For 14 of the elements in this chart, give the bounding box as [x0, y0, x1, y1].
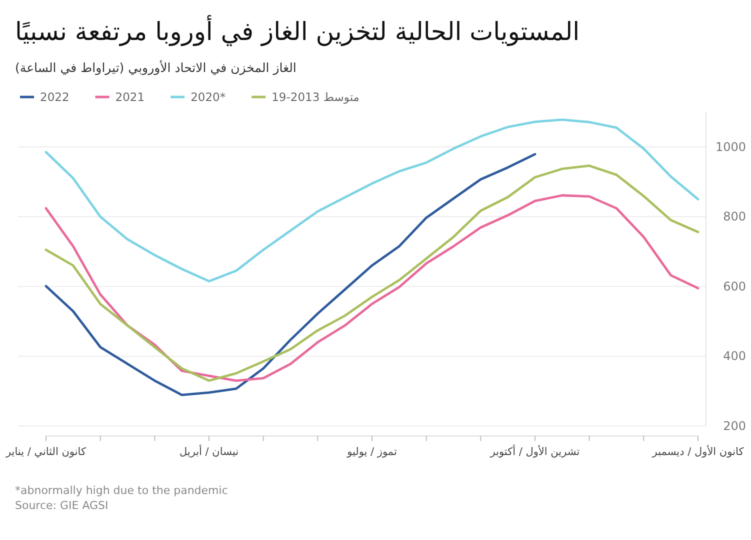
title: المستويات الحالية لتخزين الغاز في أوروبا مرتفعة نسبيًا: [15, 17, 580, 46]
xtick: نيسان / أبريل: [179, 446, 239, 458]
subtitle: الغاز المخزن في الاتحاد الأوروبي (تيراواط في الساعة): [15, 60, 296, 75]
ytick: 800: [723, 210, 746, 224]
ytick: 400: [723, 349, 746, 364]
ytick: 600: [723, 279, 746, 294]
xtick: كانون الأول / ديسمبر: [652, 446, 744, 458]
annotation: *abnormally high due to the pandemic: [15, 484, 228, 497]
xtick: تموز / يوليو: [347, 446, 397, 458]
ytick: 200: [723, 419, 746, 433]
annotation: Source: GIE AGSI: [15, 499, 108, 512]
xtick: كانون الثاني / يناير: [6, 446, 86, 458]
xtick: تشرين الأول / أكتوبر: [490, 446, 580, 458]
ytick: 1000: [715, 140, 746, 154]
